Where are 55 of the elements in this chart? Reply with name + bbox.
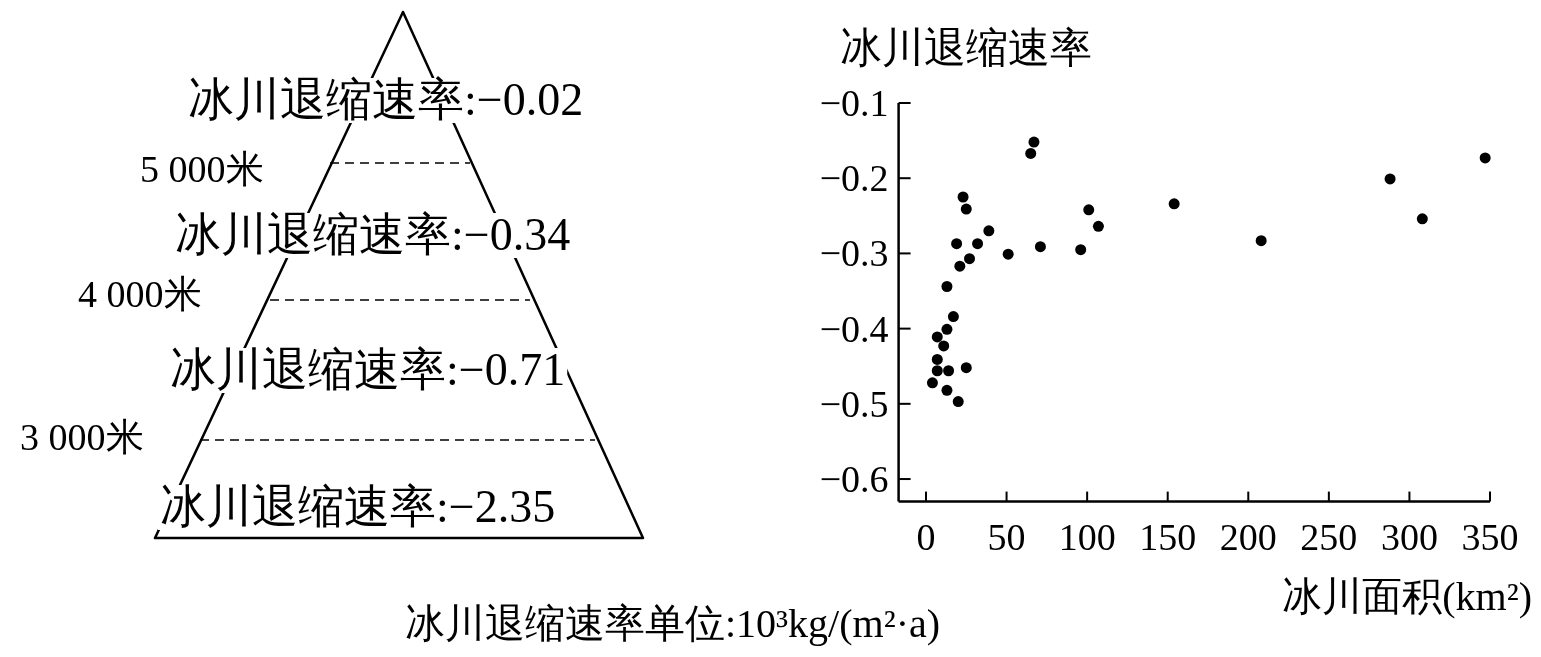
point	[960, 362, 972, 374]
x-tick-label: 0	[916, 515, 936, 558]
point	[972, 238, 984, 250]
x-tick-label: 300	[1380, 515, 1438, 558]
point	[1168, 198, 1180, 210]
y-tick-label: −0.2	[819, 157, 889, 200]
point	[952, 396, 964, 408]
point	[1083, 204, 1095, 216]
point	[1384, 173, 1396, 185]
point	[941, 323, 953, 335]
y-tick-label: −0.5	[819, 382, 889, 425]
point	[954, 260, 966, 272]
point	[960, 203, 972, 215]
x-axis-title: 冰川面积(km²)	[1282, 574, 1532, 619]
point	[931, 353, 943, 365]
point	[951, 238, 963, 250]
text: 冰川退缩速率单位:10³kg/(m²·a)	[405, 601, 941, 646]
point	[926, 377, 938, 389]
text: 3 000米	[20, 416, 144, 458]
point	[1092, 220, 1104, 232]
point	[1075, 244, 1087, 256]
text: 冰川退缩速率:−0.71	[170, 344, 566, 395]
y-axis-title: 冰川退缩速率	[840, 25, 1092, 71]
point	[964, 253, 975, 265]
point	[1416, 213, 1428, 225]
y-tick-label: −0.6	[819, 458, 889, 501]
x-tick-label: 50	[987, 515, 1026, 558]
text: 5 000米	[140, 148, 264, 190]
x-tick-label: 250	[1300, 515, 1358, 558]
point	[957, 191, 969, 203]
point	[1028, 136, 1040, 148]
x-tick-label: 350	[1461, 515, 1519, 558]
point	[931, 331, 943, 343]
x-tick-label: 200	[1219, 515, 1277, 558]
point	[941, 384, 953, 396]
point	[947, 311, 959, 323]
text: 冰川退缩速率:−2.35	[160, 481, 556, 532]
text: 冰川退缩速率:−0.02	[188, 74, 584, 125]
y-tick-label: −0.4	[819, 307, 889, 350]
text: 4 000米	[78, 273, 202, 315]
x-tick-label: 150	[1139, 515, 1197, 558]
text: 冰川退缩速率:−0.34	[175, 209, 571, 260]
point	[1479, 152, 1491, 164]
point	[943, 365, 955, 377]
point	[1034, 241, 1046, 253]
y-tick-label: −0.1	[819, 82, 889, 124]
y-tick-label: −0.3	[819, 232, 889, 275]
point	[941, 281, 953, 293]
point	[1025, 147, 1037, 159]
point	[931, 365, 943, 377]
point	[983, 225, 995, 237]
point	[1002, 248, 1014, 260]
x-tick-label: 100	[1058, 515, 1116, 558]
point	[938, 340, 950, 352]
point	[1255, 235, 1267, 247]
